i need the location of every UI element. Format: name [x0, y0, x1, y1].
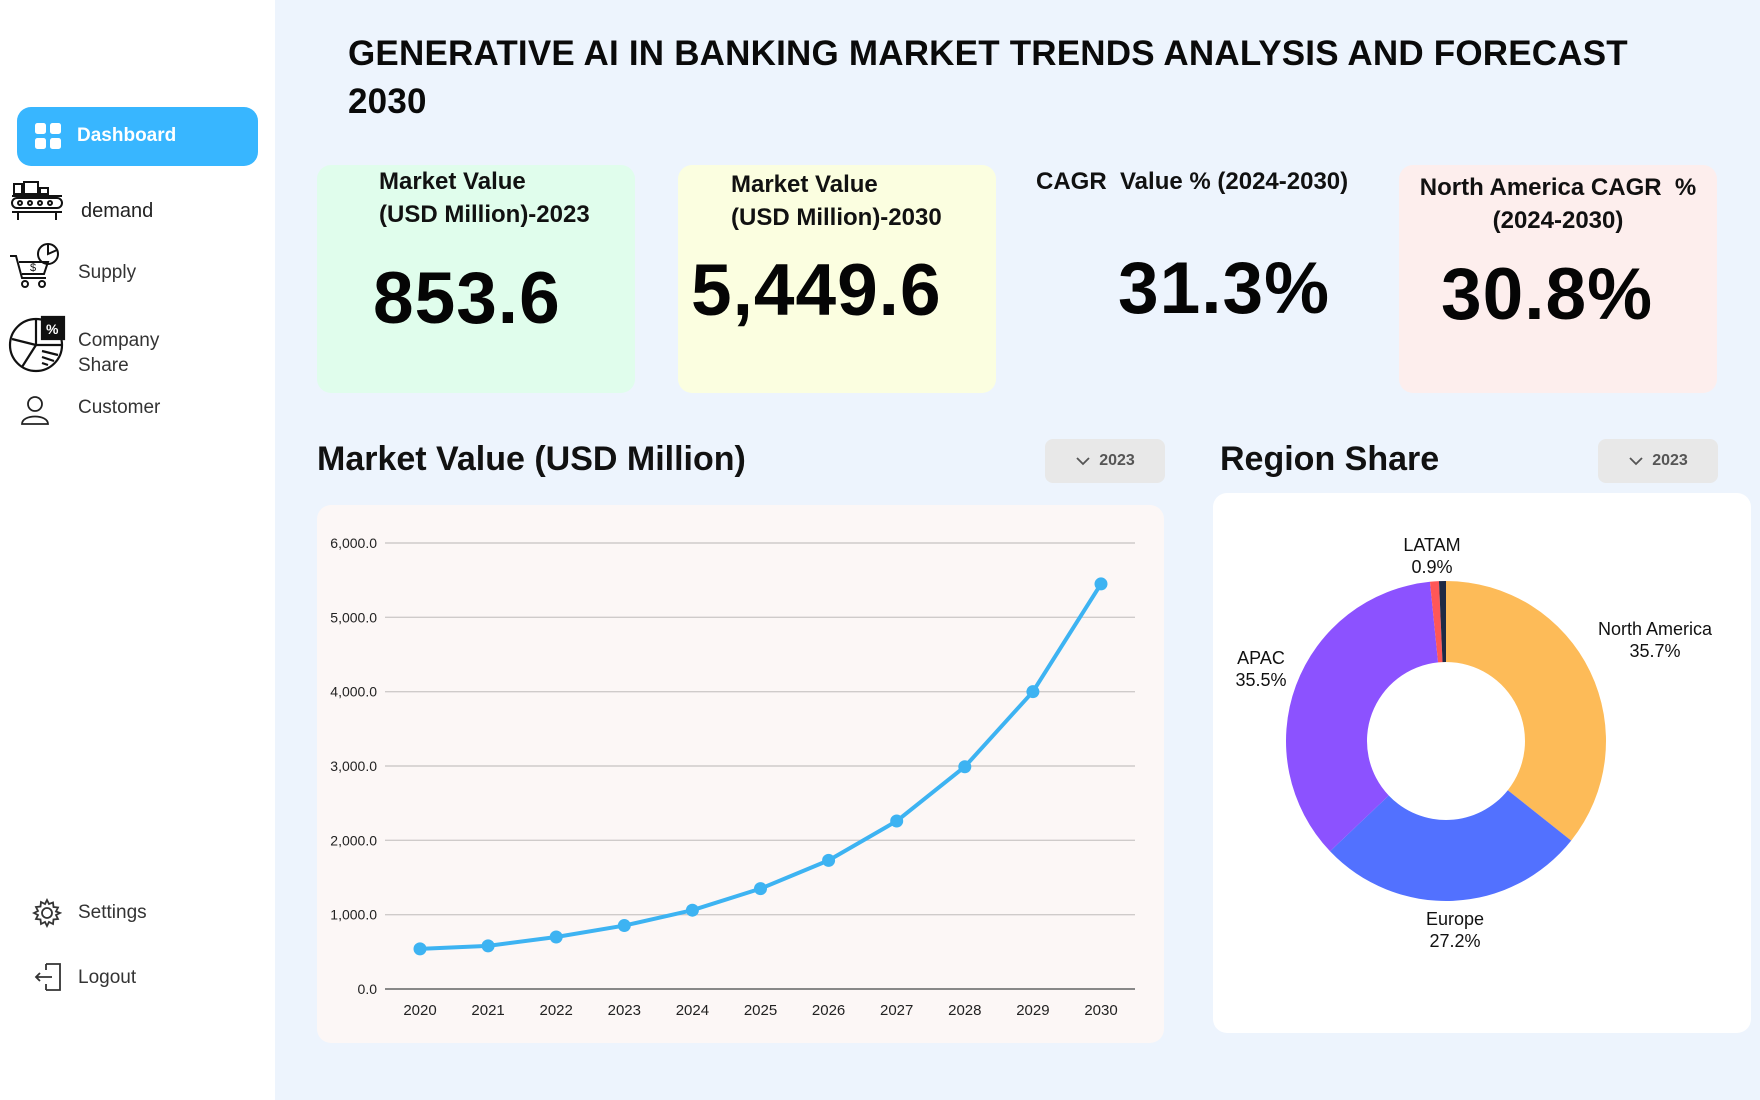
data-point: [413, 942, 427, 956]
slice-label: APAC: [1237, 648, 1285, 668]
kpi-card-north-america-cagr: North America CAGR % (2024-2030) 30.8%: [1399, 165, 1717, 393]
x-tick-label: 2023: [608, 1002, 641, 1019]
y-tick-label: 1,000.0: [330, 907, 377, 923]
slice-value-label: 0.9%: [1411, 557, 1452, 577]
slice-label: Europe: [1426, 909, 1484, 929]
pie-slice: [1429, 581, 1443, 663]
kpi-card-market-value-2023: Market Value (USD Million)-2023 853.6: [317, 165, 635, 393]
y-tick-label: 0.0: [358, 981, 378, 997]
sidebar-item-label: Logout: [78, 967, 137, 988]
y-tick-label: 3,000.0: [330, 758, 377, 774]
y-tick-label: 6,000.0: [330, 535, 377, 551]
pie-percent-icon: %: [8, 315, 66, 373]
line-chart-svg: 0.0 1,000.0 2,000.0 3,000.0 4,000.0 5,000.0 6,…: [330, 535, 1135, 1019]
sidebar-item-label: Share: [78, 355, 129, 376]
kpi-value: 853.6: [373, 258, 561, 339]
data-point: [617, 919, 631, 933]
kpi-card-cagr: CAGR Value % (2024-2030) 31.3%: [1030, 165, 1380, 393]
x-tick-label: 2024: [676, 1002, 709, 1019]
x-tick-label: 2028: [948, 1002, 981, 1019]
region-share-title: Region Share: [1220, 440, 1440, 478]
svg-text:$: $: [30, 262, 36, 274]
data-point: [481, 939, 495, 953]
data-point: [1026, 685, 1040, 699]
slice-label: LATAM: [1403, 535, 1460, 555]
data-point: [549, 930, 563, 944]
chevron-down-icon: [1629, 457, 1643, 466]
kpi-label: Market Value (USD Million)-2023: [379, 168, 590, 228]
y-tick-label: 4,000.0: [330, 684, 377, 700]
logout-icon: [34, 963, 61, 991]
slice-value-label: 27.2%: [1429, 931, 1480, 951]
data-point: [890, 814, 904, 828]
x-tick-label: 2025: [744, 1002, 777, 1019]
grid-icon: [35, 123, 61, 149]
kpi-value: 30.8%: [1441, 254, 1653, 335]
data-point: [685, 903, 699, 917]
region-year-dropdown[interactable]: 2023: [1598, 439, 1718, 483]
x-tick-label: 2022: [540, 1002, 573, 1019]
kpi-value: 31.3%: [1118, 248, 1330, 329]
x-tick-label: 2027: [880, 1002, 913, 1019]
x-tick-label: 2030: [1084, 1002, 1117, 1019]
kpi-label: Market Value (USD Million)-2030: [731, 171, 942, 231]
pie-slice: [1446, 581, 1606, 841]
market-year-dropdown[interactable]: 2023: [1045, 439, 1165, 483]
sidebar-item-label: Supply: [78, 262, 137, 283]
slice-value-label: 35.7%: [1629, 641, 1680, 661]
sidebar-item-label: Company: [78, 330, 160, 351]
chevron-down-icon: [1076, 457, 1090, 466]
data-point: [1094, 577, 1108, 591]
data-point: [958, 760, 972, 774]
sidebar-item-label: demand: [81, 200, 154, 222]
x-tick-label: 2021: [471, 1002, 504, 1019]
supply-cart-icon: $: [10, 243, 59, 288]
user-icon: [21, 396, 49, 425]
pie-slice: [1438, 581, 1446, 663]
svg-text:%: %: [46, 321, 59, 337]
sidebar-item-label: Settings: [78, 902, 147, 923]
x-tick-label: 2026: [812, 1002, 845, 1019]
kpi-value: 5,449.6: [691, 250, 942, 331]
market-value-chart: 0.0 1,000.0 2,000.0 3,000.0 4,000.0 5,000.0 6,…: [317, 505, 1164, 1043]
factory-conveyor-icon: [11, 181, 63, 220]
region-share-chart: North America 35.7% Europe 27.2% APAC 35.5% LA…: [1213, 493, 1751, 1033]
year-value: 2023: [1099, 452, 1135, 469]
pie-slice: [1286, 581, 1439, 852]
pie-slice: [1330, 790, 1572, 901]
sidebar-item-label: Dashboard: [77, 125, 177, 146]
x-tick-label: 2029: [1016, 1002, 1049, 1019]
slice-label: North America: [1598, 619, 1713, 639]
market-value-title: Market Value (USD Million): [317, 440, 746, 478]
data-point: [822, 853, 836, 867]
kpi-label: CAGR Value % (2024-2030): [1036, 168, 1349, 195]
y-tick-label: 2,000.0: [330, 832, 377, 848]
sidebar-item-dashboard[interactable]: Dashboard: [17, 107, 258, 166]
sidebar: Dashboard demand $ Supply: [0, 0, 275, 1100]
kpi-label: North America CAGR % (2024-2030): [1419, 174, 1697, 234]
gear-icon: [32, 898, 62, 928]
y-tick-label: 5,000.0: [330, 609, 377, 625]
page-title: GENERATIVE AI IN BANKING MARKET TRENDS A…: [348, 34, 1628, 121]
data-point: [754, 882, 767, 896]
slice-value-label: 35.5%: [1235, 670, 1286, 690]
sidebar-item-label: Customer: [78, 397, 161, 418]
x-tick-label: 2020: [403, 1002, 436, 1019]
year-value: 2023: [1652, 452, 1688, 469]
kpi-card-market-value-2030: Market Value (USD Million)-2030 5,449.6: [678, 165, 996, 393]
